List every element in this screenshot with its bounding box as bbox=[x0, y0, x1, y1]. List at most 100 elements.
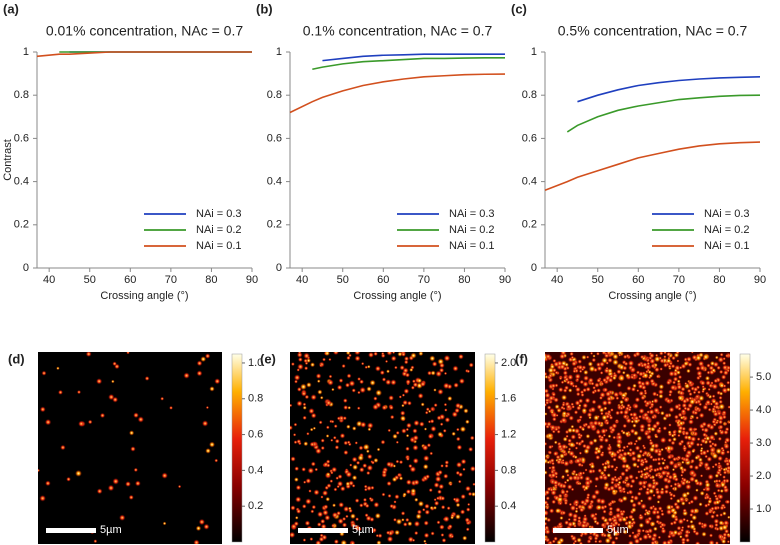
speckle bbox=[669, 504, 675, 510]
speckle bbox=[629, 366, 636, 373]
speckle bbox=[682, 508, 688, 513]
speckle bbox=[343, 449, 349, 456]
speckle bbox=[390, 379, 397, 386]
speckle bbox=[458, 472, 464, 478]
speckle bbox=[719, 391, 724, 396]
speckle bbox=[694, 427, 698, 432]
speckle bbox=[651, 423, 658, 430]
speckle bbox=[680, 473, 684, 477]
speckle bbox=[545, 392, 551, 399]
panel-label: (a) bbox=[3, 1, 19, 16]
speckle bbox=[705, 399, 712, 406]
speckle bbox=[338, 378, 344, 383]
speckle bbox=[595, 520, 600, 526]
speckle bbox=[388, 405, 394, 411]
speckle bbox=[391, 476, 398, 483]
speckle bbox=[195, 525, 202, 532]
speckle bbox=[594, 476, 600, 482]
speckle bbox=[439, 422, 444, 427]
speckle bbox=[305, 477, 312, 484]
speckle bbox=[722, 467, 727, 472]
y-axis-label: Contrast bbox=[2, 139, 14, 181]
speckle bbox=[366, 364, 371, 369]
speckle bbox=[205, 448, 211, 454]
speckle bbox=[366, 470, 371, 476]
speckle bbox=[416, 378, 423, 384]
speckle bbox=[415, 513, 422, 520]
speckle bbox=[653, 355, 661, 363]
speckle bbox=[548, 508, 555, 514]
speckle bbox=[568, 502, 573, 507]
x-tick-label: 90 bbox=[754, 274, 766, 286]
speckle bbox=[310, 461, 316, 467]
speckle bbox=[581, 515, 589, 523]
speckle bbox=[562, 370, 569, 376]
speckle bbox=[657, 506, 663, 512]
series-line bbox=[322, 53, 505, 62]
speckle bbox=[651, 478, 657, 483]
speckle bbox=[684, 498, 689, 503]
speckle bbox=[362, 463, 368, 469]
y-tick-label: 0.2 bbox=[267, 219, 282, 231]
speckle bbox=[366, 485, 372, 492]
speckle bbox=[643, 389, 648, 393]
speckle bbox=[579, 433, 584, 438]
speckle bbox=[633, 442, 637, 446]
speckle bbox=[682, 517, 687, 522]
speckle bbox=[111, 379, 115, 384]
speckle bbox=[581, 354, 587, 361]
scale-bar bbox=[298, 528, 348, 533]
speckle bbox=[602, 533, 608, 538]
speckle bbox=[414, 530, 419, 536]
speckle bbox=[342, 416, 347, 421]
speckle bbox=[699, 474, 704, 478]
speckle bbox=[679, 415, 684, 420]
speckle bbox=[578, 403, 582, 408]
speckle bbox=[423, 539, 427, 543]
legend-label: NAi = 0.2 bbox=[196, 224, 242, 236]
speckle bbox=[645, 364, 651, 370]
speckle bbox=[305, 498, 312, 505]
speckle bbox=[602, 377, 608, 383]
speckle bbox=[722, 475, 727, 480]
speckle bbox=[622, 423, 628, 429]
speckle bbox=[332, 435, 337, 440]
speckle bbox=[384, 359, 389, 364]
speckle bbox=[450, 534, 455, 539]
speckle bbox=[323, 504, 329, 510]
speckle bbox=[599, 411, 604, 416]
speckle bbox=[203, 523, 210, 530]
speckle bbox=[545, 495, 551, 501]
scale-bar bbox=[553, 528, 603, 533]
speckle bbox=[684, 483, 692, 491]
speckle bbox=[459, 509, 466, 515]
speckle bbox=[374, 365, 381, 372]
speckle bbox=[641, 460, 646, 465]
speckle bbox=[318, 420, 323, 425]
x-tick-label: 60 bbox=[124, 274, 136, 286]
speckle bbox=[691, 449, 696, 454]
speckle bbox=[625, 373, 631, 379]
y-tick-label: 1 bbox=[23, 46, 29, 58]
speckle bbox=[343, 404, 349, 411]
speckle bbox=[641, 444, 646, 448]
speckle bbox=[398, 476, 404, 481]
speckle bbox=[395, 430, 400, 435]
speckle bbox=[642, 484, 647, 490]
speckle bbox=[586, 503, 594, 511]
speckle bbox=[546, 486, 552, 492]
speckle bbox=[718, 424, 724, 430]
speckle bbox=[692, 529, 697, 534]
speckle bbox=[588, 439, 595, 447]
legend-label: NAi = 0.2 bbox=[449, 224, 495, 236]
colorbar-tick-label: 3.0 bbox=[756, 437, 771, 449]
speckle bbox=[331, 523, 336, 528]
speckle bbox=[349, 463, 353, 467]
speckle bbox=[57, 389, 63, 395]
speckle bbox=[631, 372, 638, 379]
speckle bbox=[711, 452, 719, 460]
speckle bbox=[646, 361, 651, 366]
speckle bbox=[632, 383, 637, 389]
speckle bbox=[545, 502, 550, 507]
speckle bbox=[602, 509, 607, 514]
